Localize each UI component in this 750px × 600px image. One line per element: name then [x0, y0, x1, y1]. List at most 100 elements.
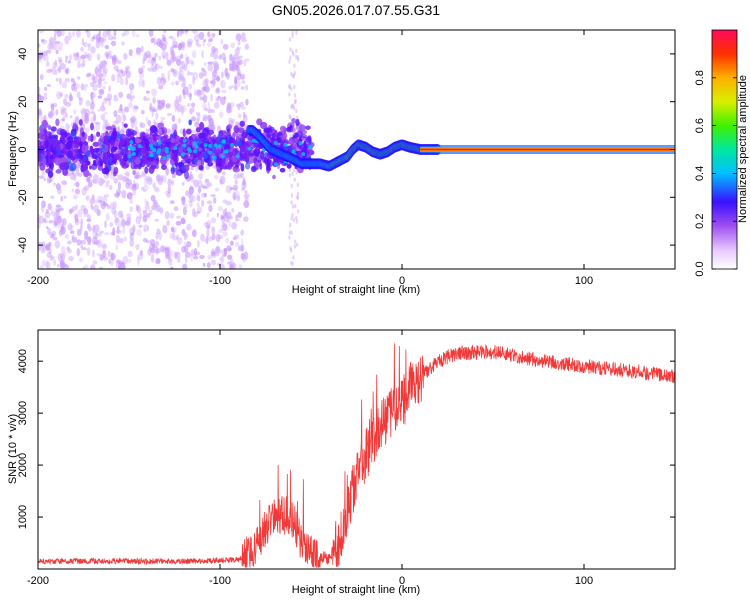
spectrogram-cell [296, 194, 299, 200]
spectrogram-cell [130, 130, 138, 136]
spectrogram-cell [129, 238, 135, 248]
spectrogram-cell [214, 88, 221, 94]
spectrogram-cell [142, 210, 148, 217]
spectrogram-cell [240, 243, 245, 253]
spectrogram-cell [38, 93, 41, 98]
spectrogram-cell [223, 57, 227, 64]
snr-series-line [38, 343, 675, 569]
spectrogram-cell [138, 224, 143, 228]
spectrogram-cell [201, 50, 204, 59]
spectrogram-cell [64, 59, 68, 64]
spectrogram-cell [211, 33, 216, 37]
spectrogram-cell [162, 55, 165, 60]
spectrogram-cell [227, 151, 234, 157]
spectrogram-cell [289, 55, 292, 60]
spectrogram-cell [169, 233, 174, 240]
spectrogram-cell [188, 185, 195, 195]
spectrogram-cell [127, 192, 134, 196]
spectrogram-cell [240, 73, 246, 80]
spectrogram-cell [129, 206, 133, 213]
spectrogram-cell [231, 118, 235, 124]
spectrogram-cell [220, 223, 226, 232]
spectrogram-cell [288, 114, 291, 119]
spectrogram-cell [188, 59, 195, 65]
spectrogram-cell [57, 41, 64, 50]
spectrogram-cell [159, 207, 164, 214]
spectrogram-cell [55, 118, 60, 127]
colorbar-tick-label: 0.4 [694, 166, 706, 181]
spectrogram-cell [185, 128, 192, 135]
spectrogram-cell [196, 193, 201, 199]
spectrogram-cell [64, 77, 70, 83]
spectrogram-cell [123, 52, 128, 60]
spectrogram-cell [233, 173, 239, 180]
spectrogram-cell [206, 262, 211, 269]
spectrogram-cell [198, 72, 204, 78]
spectrogram-cell [52, 61, 58, 69]
spectrogram-cell [243, 200, 250, 208]
spectrogram-cell [279, 125, 287, 132]
spectrogram-cell [237, 55, 243, 59]
spectrogram-cell [72, 52, 77, 57]
spectrogram-cell [216, 212, 220, 218]
spectrogram-cell [182, 105, 187, 112]
spectrogram-cell [201, 199, 205, 207]
spectrogram-cell [200, 184, 205, 188]
spectrogram-cell [79, 135, 87, 143]
spectrogram-cell [225, 237, 230, 244]
colorbar-ticks: 0.0 0.2 0.4 0.6 0.8 [694, 70, 737, 277]
spectrogram-cell [48, 242, 52, 247]
spectrogram-cell [79, 63, 85, 68]
spectrogram-cell [266, 164, 270, 171]
spectrogram-cell [232, 184, 239, 191]
spectrogram-cell [75, 51, 80, 58]
spectrogram-cell [207, 63, 214, 72]
spectrogram-cell [173, 146, 178, 151]
spectrogram-cell [100, 113, 106, 121]
spectrogram-cell [150, 195, 156, 202]
spectrogram-cell [123, 123, 128, 128]
spectrogram-cell [159, 245, 165, 253]
spectrogram-cell [47, 125, 52, 131]
spectrogram-cell [114, 217, 119, 226]
spectrogram-cell [78, 257, 83, 263]
spectrogram-cell [217, 206, 223, 212]
spectrogram-cell [244, 190, 248, 194]
spectrogram-cell [193, 211, 198, 218]
spectrogram-cell [291, 261, 294, 267]
spectrogram-cell [60, 253, 66, 261]
spectrogram-cell [210, 124, 216, 132]
spectrogram-cell [183, 203, 188, 209]
spectrogram-cell [207, 254, 213, 260]
spectrogram-cell [167, 75, 171, 81]
spectrogram-cell [168, 35, 174, 39]
spectrogram-cell [207, 101, 211, 109]
spectrogram-cell [218, 228, 224, 233]
spectrogram-cell [128, 48, 133, 57]
spectrogram-cell [46, 83, 51, 88]
spectrogram-cell [290, 71, 293, 77]
spectrogram-cell [182, 181, 185, 186]
spectrogram-cell [294, 204, 297, 209]
spectrogram-cell [95, 39, 100, 49]
spectrogram-cell [288, 144, 293, 151]
snr-plot-area [38, 343, 675, 569]
spectrogram-cell [235, 154, 240, 159]
spectrogram-cell [59, 77, 62, 86]
spectrogram-cell [292, 168, 296, 173]
spectrogram-cell [155, 257, 161, 265]
spectrogram-cell [288, 59, 291, 64]
spectrogram-cell [244, 162, 251, 170]
spectrogram-cell [226, 72, 230, 81]
spectrogram-cell [215, 187, 220, 192]
spectrogram-cell [83, 51, 89, 57]
spectrogram-cell [113, 97, 119, 102]
spectrogram-cell [131, 152, 136, 156]
spectrogram-cell [238, 264, 243, 269]
spectrogram-cell [204, 115, 208, 122]
spectrogram-cell [117, 181, 121, 191]
spectrogram-cell [225, 184, 232, 194]
spectrogram-cell [125, 128, 132, 137]
spectrogram-cell [155, 246, 159, 255]
